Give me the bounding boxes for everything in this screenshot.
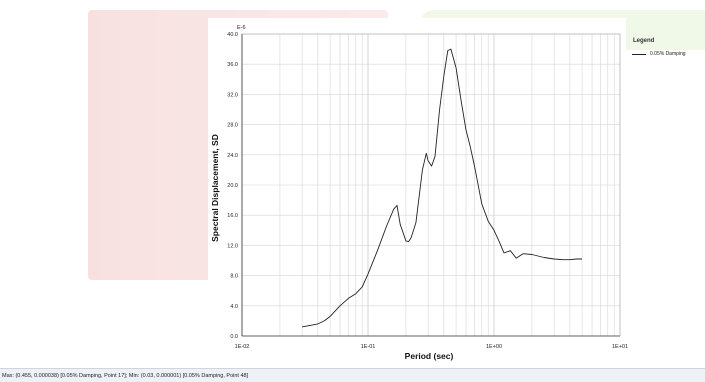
y-tick-label: 16.0 xyxy=(227,213,238,219)
plot-frame xyxy=(241,33,621,337)
y-axis-label: Spectral Displacement, SD xyxy=(210,134,220,242)
legend-swatch xyxy=(632,53,646,55)
y-tick-label: 24.0 xyxy=(227,153,238,159)
x-axis-ticks: 1E-02 1E-01 1E+00 1E+01 xyxy=(235,344,628,350)
y-tick-label: 12.0 xyxy=(227,243,238,249)
x-tick-label: 1E-01 xyxy=(361,344,376,350)
y-tick-label: 20.0 xyxy=(227,183,238,189)
x-axis-label: Period (sec) xyxy=(405,351,454,361)
y-tick-label: 4.0 xyxy=(230,304,238,310)
x-tick-label: 1E+01 xyxy=(612,344,628,350)
legend-entry: 0.05% Damping xyxy=(632,51,686,57)
legend-label: 0.05% Damping xyxy=(650,51,686,57)
y-axis-multiplier: E-6 xyxy=(237,25,246,31)
chart-series xyxy=(302,48,583,328)
chart-grid xyxy=(241,33,620,337)
y-tick-label: 0.0 xyxy=(230,334,238,340)
status-bar: Max: (0.455, 0.000038) [0.05% Damping, P… xyxy=(0,368,705,382)
y-tick-label: 40.0 xyxy=(227,32,238,38)
y-tick-label: 36.0 xyxy=(227,62,238,68)
y-axis-ticks: 0.0 4.0 8.0 12.0 16.0 20.0 24.0 28.0 32.0 36.0 40.… xyxy=(227,32,238,340)
y-tick-label: 28.0 xyxy=(227,123,238,129)
chart-panel-background xyxy=(208,18,626,362)
series-line xyxy=(302,48,583,328)
legend-title: Legend xyxy=(633,38,655,44)
y-tick-label: 8.0 xyxy=(230,274,238,280)
x-tick-label: 1E+00 xyxy=(486,344,502,350)
y-tick-label: 32.0 xyxy=(227,92,238,98)
x-tick-label: 1E-02 xyxy=(235,344,250,350)
